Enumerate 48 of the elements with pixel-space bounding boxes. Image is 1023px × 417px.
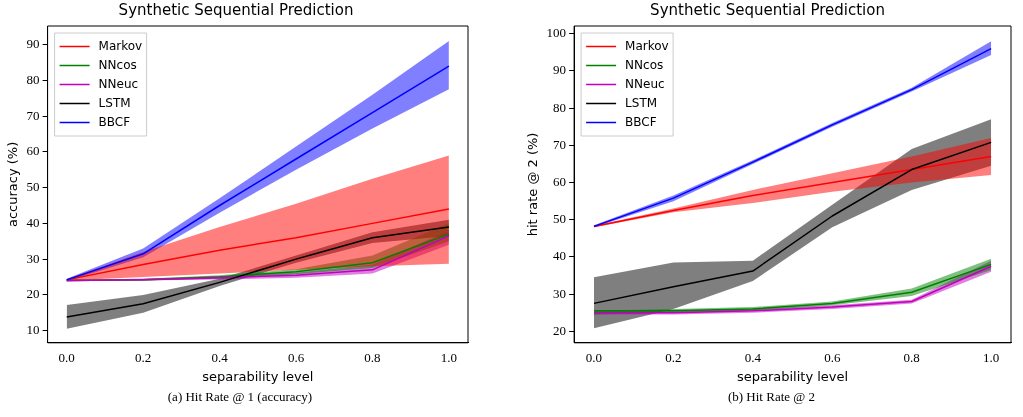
x-tick-label: 0.0 [58, 350, 75, 366]
chart-title: Synthetic Sequential Prediction [650, 0, 885, 19]
y-tick-label: 90 [26, 36, 40, 52]
legend-label: BBCF [98, 114, 131, 129]
y-tick-label: 80 [553, 99, 567, 115]
text: (b) Hit Rate @ 2 [726, 389, 817, 405]
legend-label: BBCF [625, 114, 657, 129]
legend-label: NNcos [98, 57, 137, 72]
y-tick-label: 10 [26, 322, 40, 338]
x-tick-label: 1.0 [440, 350, 458, 366]
y-tick-label: 20 [553, 322, 567, 338]
legend-label: NNeuc [625, 76, 665, 91]
legend-label: Markov [625, 38, 669, 53]
y-tick-label: 100 [546, 25, 567, 41]
y-tick-label: 40 [26, 214, 40, 230]
legend-label: LSTM [98, 95, 131, 110]
x-tick-label: 1.0 [983, 350, 1000, 366]
x-tick-label: 0.6 [824, 350, 841, 366]
legend-label: LSTM [625, 95, 658, 110]
y-tick-label: 30 [553, 285, 567, 301]
x-axis-title: separability level [736, 368, 849, 384]
x-tick-label: 0.0 [585, 350, 603, 366]
x-tick-label: 0.4 [211, 350, 229, 366]
y-tick-label: 80 [26, 71, 40, 87]
x-tick-label: 0.6 [287, 350, 305, 366]
x-tick-label: 0.2 [135, 350, 152, 366]
x-tick-label: 0.8 [364, 350, 381, 366]
x-tick-label: 0.2 [665, 350, 682, 366]
y-tick-label: 60 [553, 173, 567, 189]
y-tick-label: 90 [553, 62, 567, 78]
y-tick-label: 60 [26, 143, 40, 159]
y-tick-label: 50 [553, 211, 567, 227]
text: (a) Hit Rate @ 1 (accuracy) [166, 389, 314, 405]
x-tick-label: 0.8 [903, 350, 920, 366]
y-tick-label: 40 [553, 248, 567, 264]
y-axis-title: hit rate @ 2 (%) [525, 132, 541, 237]
legend-label: NNeuc [98, 76, 139, 91]
chart-title: Synthetic Sequential Prediction [118, 0, 354, 19]
y-tick-label: 70 [553, 136, 567, 152]
y-tick-label: 20 [26, 286, 40, 302]
legend-label: NNcos [625, 57, 664, 72]
y-tick-label: 50 [26, 179, 40, 195]
x-tick-label: 0.4 [744, 350, 762, 366]
y-axis-title: accuracy (%) [5, 141, 21, 228]
legend-label: Markov [98, 38, 143, 53]
x-axis-title: separability level [202, 368, 314, 384]
y-tick-label: 70 [26, 107, 40, 123]
y-tick-label: 30 [26, 250, 40, 266]
